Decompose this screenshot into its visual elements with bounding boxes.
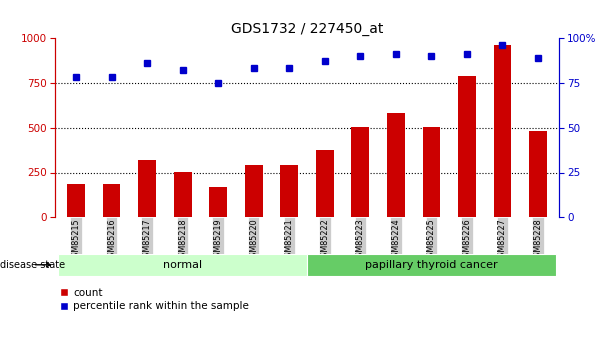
Bar	[280, 165, 298, 217]
Bar	[423, 127, 440, 217]
Bar	[58, 254, 307, 276]
Text: disease state: disease state	[0, 260, 65, 270]
Text: normal: normal	[163, 260, 202, 270]
Text: GSM85220: GSM85220	[249, 218, 258, 262]
Text: GSM85215: GSM85215	[72, 218, 80, 262]
Bar	[103, 184, 120, 217]
Text: GSM85219: GSM85219	[213, 218, 223, 262]
Bar	[138, 160, 156, 217]
Bar	[245, 165, 263, 217]
Bar	[174, 171, 192, 217]
Text: GSM85224: GSM85224	[392, 218, 401, 262]
Text: GSM85222: GSM85222	[320, 218, 330, 262]
Text: GSM85223: GSM85223	[356, 218, 365, 262]
Bar	[351, 127, 369, 217]
Text: GSM85226: GSM85226	[463, 218, 471, 262]
Bar	[67, 184, 85, 217]
Legend: count, percentile rank within the sample: count, percentile rank within the sample	[60, 288, 249, 311]
Text: GSM85227: GSM85227	[498, 218, 507, 262]
Text: GSM85221: GSM85221	[285, 218, 294, 262]
Bar	[529, 131, 547, 217]
Bar	[209, 187, 227, 217]
Text: GSM85228: GSM85228	[534, 218, 542, 262]
Bar	[494, 45, 511, 217]
Text: GSM85218: GSM85218	[178, 218, 187, 262]
Title: GDS1732 / 227450_at: GDS1732 / 227450_at	[231, 21, 383, 36]
Text: GSM85217: GSM85217	[143, 218, 151, 262]
Bar	[316, 150, 334, 217]
Bar	[458, 76, 476, 217]
Text: papillary thyroid cancer: papillary thyroid cancer	[365, 260, 498, 270]
Text: GSM85216: GSM85216	[107, 218, 116, 262]
Text: GSM85225: GSM85225	[427, 218, 436, 262]
Bar	[307, 254, 556, 276]
Bar	[387, 113, 405, 217]
